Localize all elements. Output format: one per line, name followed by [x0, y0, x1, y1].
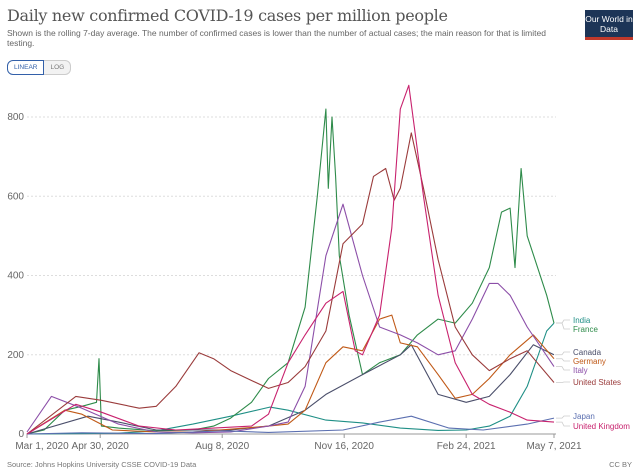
chart-title: Daily new confirmed COVID-19 cases per m…: [7, 6, 448, 25]
y-tick-label: 600: [7, 191, 24, 202]
x-tick-label: Apr 30, 2020: [72, 441, 130, 452]
series-line-france: [26, 108, 555, 435]
chart-subtitle: Shown is the rolling 7-day average. The …: [7, 28, 546, 48]
x-tick-label: Mar 1, 2020: [15, 441, 69, 452]
series-line-canada: [26, 344, 555, 435]
legend-label: Italy: [573, 366, 588, 375]
legend-connector: [556, 351, 570, 356]
series-line-united-states: [26, 132, 555, 435]
linear-button[interactable]: LINEAR: [7, 60, 45, 75]
owid-logo[interactable]: Our World in Data: [585, 10, 633, 40]
x-tick-label: Aug 8, 2020: [195, 441, 249, 452]
series-line-united-kingdom: [26, 84, 555, 435]
legend-label: Japan: [573, 412, 595, 421]
y-tick-label: 200: [7, 350, 24, 361]
series-line-italy: [26, 203, 555, 434]
x-tick-label: May 7, 2021: [526, 441, 581, 452]
legend-connector: [556, 366, 570, 371]
license-link[interactable]: CC BY: [609, 460, 632, 469]
legend-connector: [556, 319, 570, 324]
y-tick-label: 400: [7, 271, 24, 282]
series-line-germany: [26, 314, 555, 435]
legend-label: Germany: [573, 357, 606, 366]
source-note[interactable]: Source: Johns Hopkins University CSSE CO…: [7, 460, 197, 469]
legend-connector: [556, 358, 570, 362]
legend-label: France: [573, 325, 598, 334]
legend-label: United States: [573, 378, 621, 387]
legend-connector: [556, 322, 570, 330]
legend-connector: [556, 421, 570, 427]
series-line-japan: [26, 415, 555, 435]
y-tick-label: 0: [18, 429, 24, 440]
scale-toggle: LINEAR LOG: [7, 60, 72, 75]
x-tick-label: Nov 16, 2020: [314, 441, 374, 452]
legend-label: India: [573, 316, 591, 325]
y-tick-label: 800: [7, 112, 24, 123]
legend-label: United Kingdom: [573, 422, 630, 431]
log-button[interactable]: LOG: [44, 60, 72, 75]
legend-connector: [556, 415, 570, 419]
legend-label: Canada: [573, 348, 602, 357]
x-tick-label: Feb 24, 2021: [437, 441, 496, 452]
